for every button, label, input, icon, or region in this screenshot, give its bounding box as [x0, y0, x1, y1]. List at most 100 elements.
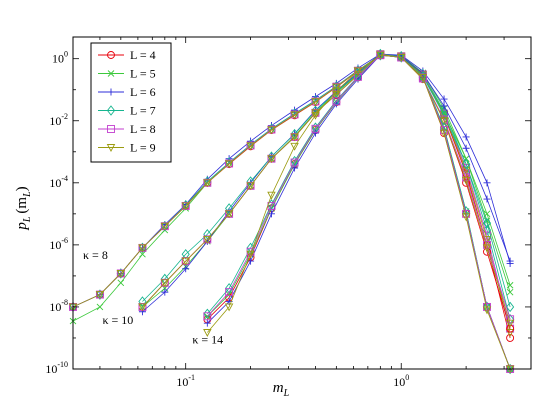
data-point: [224, 303, 234, 312]
legend-entry: L = 8: [98, 122, 156, 136]
y-tick-label: 10-6: [49, 236, 68, 252]
data-point: [311, 111, 320, 120]
y-axis-label-sub: L: [22, 216, 33, 223]
data-point: [138, 308, 146, 316]
data-point: [225, 291, 233, 298]
data-point: [506, 301, 515, 313]
data-point: [506, 257, 514, 265]
data-point: [95, 291, 105, 300]
x-tick-label: 10-1: [176, 373, 195, 389]
data-point: [440, 102, 448, 110]
data-point: [483, 179, 491, 187]
data-point: [439, 129, 449, 138]
data-point: [506, 334, 515, 342]
data-point: [106, 105, 116, 116]
series-line: [207, 54, 511, 370]
data-point: [290, 128, 299, 140]
data-point: [138, 303, 147, 312]
data-point: [225, 288, 234, 297]
data-point: [107, 88, 115, 96]
y-axis-label-arg-sub: L: [22, 191, 33, 198]
data-point: [332, 87, 341, 96]
data-point: [506, 324, 515, 333]
data-point: [290, 111, 299, 120]
series-layer: [68, 48, 515, 375]
legend-label: L = 4: [130, 48, 156, 62]
y-tick-label: 100: [52, 50, 68, 66]
y-axis-label-close: ): [14, 186, 30, 191]
data-point: [161, 288, 169, 296]
data-point: [461, 176, 471, 185]
y-tick-label: 10-2: [49, 112, 68, 128]
data-point: [267, 210, 275, 218]
data-point: [267, 191, 276, 200]
y-axis-label-arg: (m: [14, 197, 30, 214]
data-point: [418, 73, 428, 82]
data-point: [461, 213, 471, 222]
data-point: [116, 269, 126, 278]
curve-group: [203, 49, 515, 375]
legend-entry: L = 7: [98, 104, 156, 118]
data-point: [138, 244, 147, 253]
data-point: [439, 117, 449, 126]
data-point: [181, 257, 190, 266]
data-point: [203, 312, 212, 321]
legend-entry: L = 5: [98, 67, 156, 81]
data-point: [182, 265, 190, 273]
data-point: [462, 158, 471, 170]
data-point: [246, 182, 255, 191]
data-point: [246, 142, 255, 151]
x-tick-label: 100: [393, 373, 409, 389]
x-axis-label-sub: L: [283, 388, 290, 399]
data-point: [291, 106, 299, 114]
legend-box: [90, 42, 172, 163]
legend-entry: L = 9: [98, 141, 156, 155]
data-point: [181, 202, 190, 211]
group-label: κ = 14: [192, 332, 223, 346]
y-tick-label: 10-4: [49, 174, 68, 190]
data-point: [332, 97, 341, 106]
data-point: [267, 122, 275, 130]
data-point: [107, 125, 115, 133]
data-point: [482, 301, 492, 313]
data-point: [462, 133, 470, 141]
x-axis-label: mL: [273, 380, 290, 399]
data-point: [107, 51, 115, 59]
y-axis-label: pL(mL): [14, 186, 33, 230]
data-point: [107, 70, 115, 77]
data-point: [354, 72, 362, 81]
legend-label: L = 5: [130, 67, 156, 81]
data-point: [311, 98, 320, 107]
data-point: [440, 95, 448, 103]
legend-label: L = 6: [130, 85, 156, 99]
data-point: [138, 296, 147, 307]
data-point: [203, 319, 211, 327]
plot-frame: [72, 36, 532, 370]
data-point: [117, 279, 125, 287]
data-point: [396, 53, 406, 62]
legend-entry: L = 6: [98, 85, 156, 99]
data-point: [247, 257, 255, 265]
series-line: [207, 54, 511, 370]
data-point: [482, 217, 492, 229]
x-axis-label-main: m: [273, 380, 284, 396]
ticks-layer: 10-1 100 10-10 10-8 10-6 10-4 10-2 100: [45, 37, 532, 389]
data-point: [106, 144, 116, 152]
y-axis-label-main: p: [14, 222, 30, 231]
data-point: [482, 244, 492, 253]
data-point: [96, 303, 104, 311]
data-point: [224, 160, 234, 169]
legend-entry: L = 4: [98, 48, 156, 62]
data-point: [267, 155, 276, 164]
data-point: [505, 329, 515, 337]
data-point: [203, 179, 212, 188]
annotation-layer: κ = 8 κ = 10 κ = 14: [83, 248, 223, 346]
data-point: [483, 195, 491, 203]
y-tick-label: 10-8: [49, 298, 68, 314]
group-label: κ = 10: [102, 313, 133, 327]
data-point: [506, 281, 514, 289]
data-point: [482, 306, 492, 315]
data-point: [160, 273, 169, 285]
